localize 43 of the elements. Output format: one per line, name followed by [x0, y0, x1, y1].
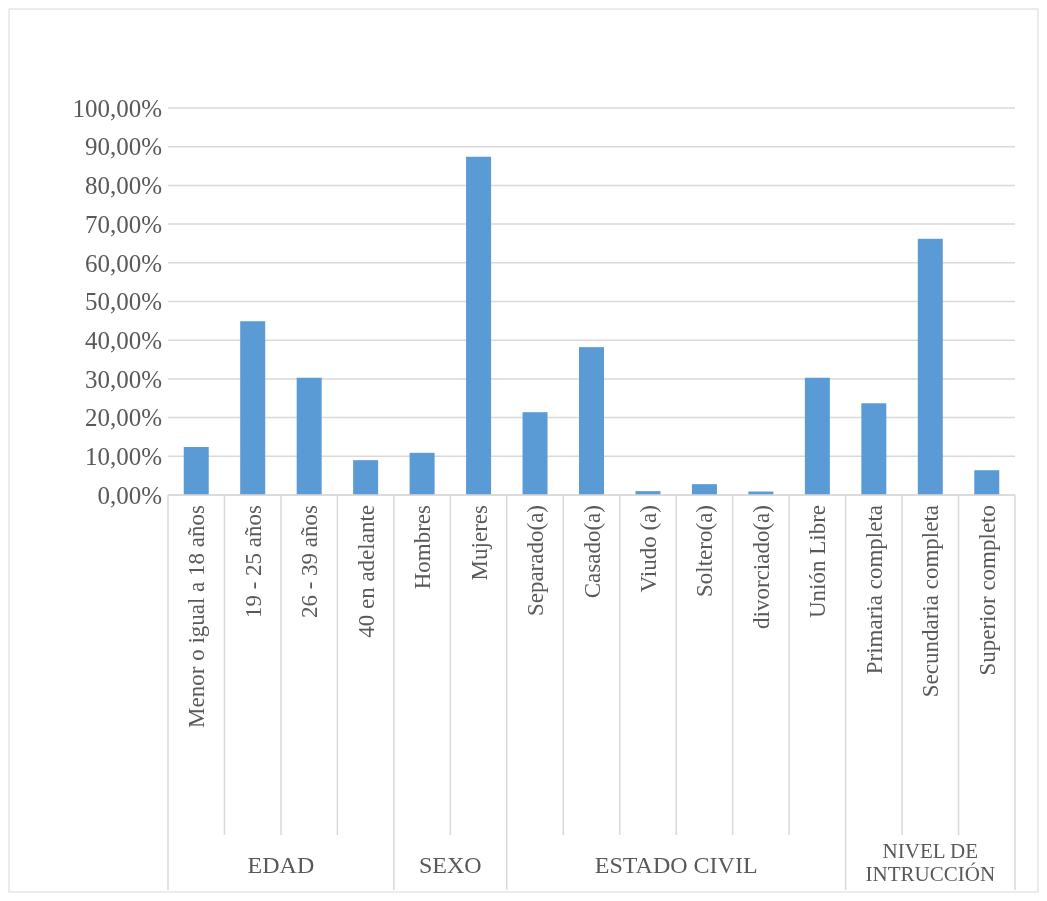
- y-tick-label: 0,00%: [97, 481, 162, 509]
- y-tick-label: 50,00%: [84, 288, 162, 316]
- x-tick-label: Casado(a): [579, 505, 605, 599]
- y-tick-label: 30,00%: [84, 365, 162, 393]
- bar: [691, 484, 717, 495]
- bar: [409, 452, 435, 495]
- x-tick-label: 40 en adelante: [353, 505, 379, 638]
- y-tick-label: 60,00%: [84, 249, 162, 277]
- bar: [240, 321, 266, 495]
- y-tick-label: 40,00%: [84, 326, 162, 354]
- text: NIVEL DE INTRUCCIÓN: [865, 839, 996, 886]
- x-tick-label: Superior completo: [974, 505, 1000, 676]
- y-tick-label: 10,00%: [84, 443, 162, 471]
- bar: [522, 412, 548, 495]
- bar: [917, 238, 943, 495]
- bar: [579, 347, 604, 495]
- y-tick-label: 80,00%: [84, 172, 162, 200]
- bar: [183, 447, 209, 495]
- x-tick-label: Viudo (a): [636, 505, 662, 593]
- y-tick-label: 70,00%: [84, 210, 162, 238]
- x-tick-label: Separado(a): [523, 505, 549, 617]
- bar: [804, 377, 830, 495]
- text: EDAD: [247, 852, 315, 878]
- x-tick-label: Unión Libre: [805, 505, 831, 619]
- x-tick-label: Primaria completa: [861, 505, 887, 675]
- x-tick-label: divorciado(a): [748, 505, 774, 629]
- x-tick-label: Secundaria completa: [918, 505, 944, 698]
- y-tick-label: 20,00%: [84, 404, 162, 432]
- bar: [861, 403, 887, 495]
- bar: [296, 377, 322, 495]
- bar: [974, 470, 1000, 495]
- x-tick-label: Menor o igual a 18 años: [184, 504, 210, 728]
- y-tick-label: 90,00%: [84, 133, 162, 161]
- bar: [466, 156, 492, 495]
- y-tick-label: 100,00%: [72, 94, 162, 122]
- x-tick-label: 19 - 25 años: [240, 504, 266, 619]
- text: SEXO: [419, 852, 482, 878]
- x-tick-label: 26 - 39 años: [297, 504, 323, 619]
- text: ESTADO CIVIL: [594, 852, 758, 878]
- x-tick-label: Mujeres: [466, 504, 492, 581]
- bar: [353, 460, 379, 495]
- x-tick-label: Hombres: [410, 504, 436, 590]
- x-tick-label: Soltero(a): [692, 505, 718, 597]
